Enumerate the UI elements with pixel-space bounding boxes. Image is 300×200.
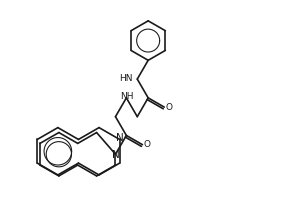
Text: N: N — [116, 133, 124, 143]
Text: N: N — [112, 150, 119, 160]
Text: HN: HN — [119, 74, 132, 83]
Text: O: O — [165, 103, 172, 112]
Text: O: O — [143, 140, 150, 149]
Text: NH: NH — [121, 92, 134, 101]
